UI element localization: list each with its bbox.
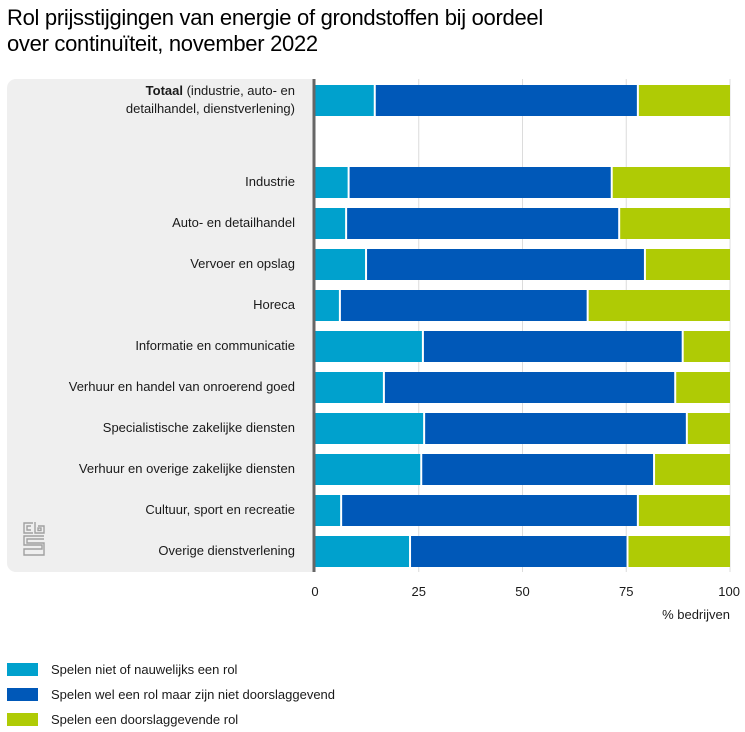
bar-segment: [347, 208, 619, 239]
legend: Spelen niet of nauwelijks een rol Spelen …: [7, 657, 335, 732]
bar-segment: [340, 290, 587, 321]
bar-segment: [342, 495, 637, 526]
category-label: Totaal (industrie, auto- en: [146, 82, 295, 100]
chart-title-line-2: over continuïteit, november 2022: [7, 31, 318, 56]
bar-segment: [620, 208, 730, 239]
bar-segment: [425, 413, 686, 444]
bar-segment: [411, 536, 627, 567]
category-label-text: (industrie, auto- en: [182, 83, 295, 98]
bar-segment: [375, 85, 637, 116]
category-label: Verhuur en handel van onroerend goed: [68, 379, 295, 394]
category-label: Horeca: [253, 297, 295, 312]
category-label: Specialistische zakelijke diensten: [102, 420, 295, 435]
category-label: Verhuur en overige zakelijke diensten: [78, 461, 295, 476]
bar-segment: [315, 372, 383, 403]
bar-segment: [676, 372, 730, 403]
bar-segment: [315, 536, 410, 567]
bar-segment: [384, 372, 675, 403]
category-label: Vervoer en opslag: [190, 256, 295, 271]
category-label: Informatie en communicatie: [135, 338, 295, 353]
x-tick-label: 25: [412, 584, 426, 599]
x-tick-label: 50: [515, 584, 529, 599]
category-label: Overige dienstverlening: [158, 543, 295, 558]
bar-segment: [422, 454, 654, 485]
legend-swatch: [7, 688, 38, 701]
category-label: Cultuur, sport en recreatie: [145, 502, 295, 517]
bar-segment: [315, 167, 348, 198]
legend-label: Spelen een doorslaggevende rol: [51, 712, 239, 727]
legend-label: Spelen niet of nauwelijks een rol: [51, 662, 238, 677]
bar-segment: [638, 495, 730, 526]
bar-segment: [315, 208, 346, 239]
category-label: Industrie: [245, 174, 295, 189]
bar-segment: [423, 331, 682, 362]
chart-title: Rol prijsstijgingen van energie of grond…: [7, 5, 737, 57]
x-tick-label: 0: [311, 584, 318, 599]
bar-segment: [315, 454, 421, 485]
bar-segment: [367, 249, 644, 280]
x-tick-label: 100: [718, 584, 740, 599]
bar-segment: [349, 167, 611, 198]
bar-segment: [683, 331, 730, 362]
category-label-line-2: detailhandel, dienstverlening): [125, 101, 295, 116]
legend-swatch: [7, 713, 38, 726]
bar-segment: [588, 290, 730, 321]
bar-segment: [315, 331, 422, 362]
category-label-bold: Totaal: [145, 83, 183, 98]
x-tick-label: 75: [619, 584, 633, 599]
x-axis-label: % bedrijven: [662, 607, 730, 622]
bar-segment: [315, 290, 339, 321]
bar-segment: [315, 495, 341, 526]
legend-item: Spelen wel een rol maar zijn niet doorsl…: [7, 682, 335, 707]
bar-segment: [315, 249, 366, 280]
bar-segment: [645, 249, 730, 280]
legend-label: Spelen wel een rol maar zijn niet doorsl…: [51, 687, 336, 702]
chart-title-line-1: Rol prijsstijgingen van energie of grond…: [7, 5, 543, 30]
category-label: Auto- en detailhandel: [172, 215, 295, 230]
cbs-logo-icon: [23, 522, 45, 556]
bar-segment: [315, 413, 424, 444]
bar-segment: [655, 454, 730, 485]
legend-swatch: [7, 663, 38, 676]
bar-segment: [638, 85, 730, 116]
bar-segment: [315, 85, 374, 116]
legend-item: Spelen een doorslaggevende rol: [7, 707, 335, 732]
bar-segment: [687, 413, 730, 444]
legend-item: Spelen niet of nauwelijks een rol: [7, 657, 335, 682]
bar-segment: [628, 536, 730, 567]
category-label-panel: [7, 79, 315, 572]
bar-segment: [612, 167, 730, 198]
